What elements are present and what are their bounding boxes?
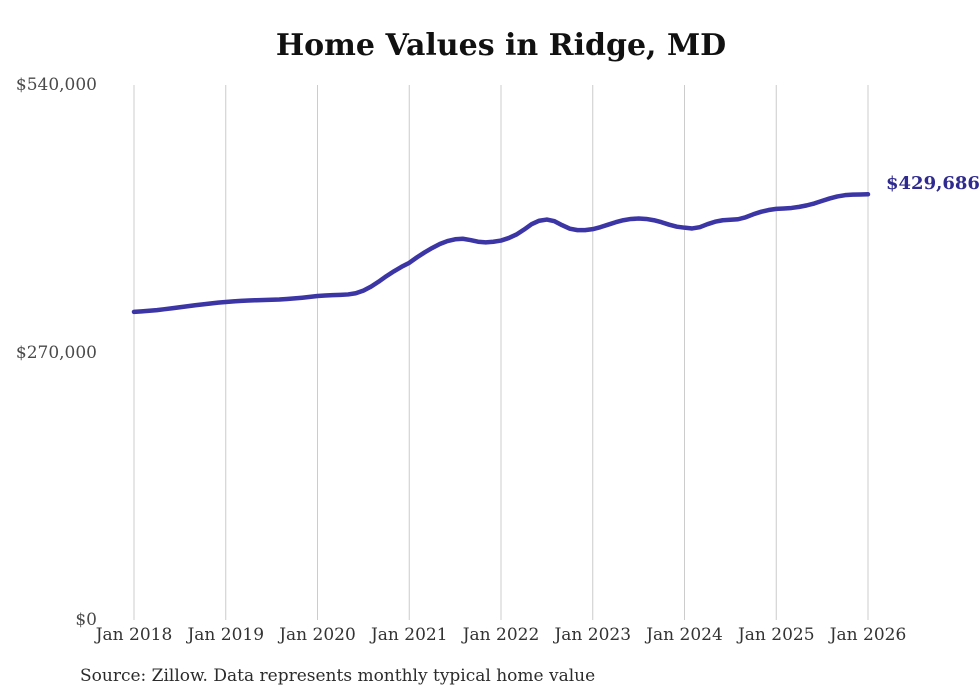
x-tick-jan-2019: Jan 2019 bbox=[187, 625, 265, 645]
x-tick-jan-2024: Jan 2024 bbox=[646, 625, 723, 645]
y-tick-0: $0 bbox=[75, 610, 97, 630]
x-tick-jan-2021: Jan 2021 bbox=[370, 625, 448, 645]
chart-title: Home Values in Ridge, MD bbox=[275, 28, 727, 63]
x-tick-jan-2022: Jan 2022 bbox=[462, 625, 540, 645]
home-value-line-group bbox=[131, 192, 871, 315]
latest-value-label: $429,686 bbox=[886, 173, 980, 195]
x-tick-jan-2025: Jan 2025 bbox=[737, 625, 815, 645]
home-value-line bbox=[131, 192, 871, 315]
y-tick-540000: $540,000 bbox=[15, 75, 97, 95]
source-note: Source: Zillow. Data represents monthly … bbox=[80, 666, 596, 686]
x-tick-jan-2026: Jan 2026 bbox=[829, 625, 907, 645]
gridlines bbox=[133, 85, 869, 620]
x-tick-jan-2023: Jan 2023 bbox=[554, 625, 632, 645]
x-tick-jan-2018: Jan 2018 bbox=[95, 625, 173, 645]
x-tick-jan-2020: Jan 2020 bbox=[279, 625, 356, 645]
y-tick-270000: $270,000 bbox=[15, 342, 97, 363]
